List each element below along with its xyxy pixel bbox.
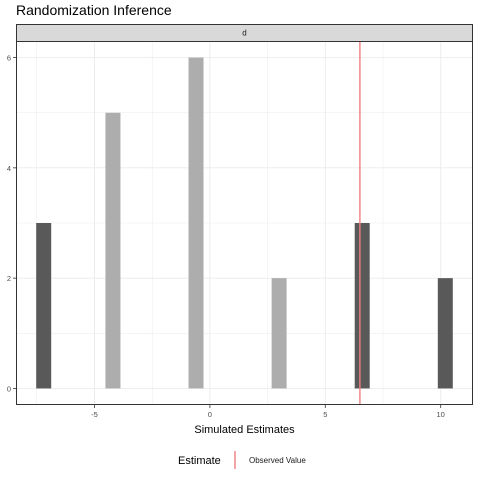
legend-entries: Observed Value bbox=[234, 451, 306, 469]
y-tick-label: 2 bbox=[7, 274, 11, 283]
x-tick-label: 5 bbox=[323, 410, 327, 419]
y-tick-label: 0 bbox=[7, 384, 11, 393]
x-tick-label: 0 bbox=[208, 410, 212, 419]
histogram-bar bbox=[354, 223, 370, 389]
histogram-bar bbox=[105, 112, 121, 389]
facet-strip-background bbox=[16, 24, 473, 42]
y-axis-ticks: 0 2 4 6 bbox=[7, 54, 16, 393]
histogram-bar bbox=[36, 223, 52, 389]
x-axis-ticks: -5 0 5 10 bbox=[91, 405, 445, 419]
legend: Estimate Observed Value bbox=[178, 451, 306, 469]
y-tick-label: 4 bbox=[7, 164, 11, 173]
grid-lines bbox=[16, 41, 473, 405]
y-tick-label: 6 bbox=[7, 54, 11, 63]
facet-strip-label: d bbox=[242, 29, 246, 38]
facet-strip: d bbox=[16, 24, 473, 42]
histogram-bar bbox=[437, 278, 453, 389]
x-tick-label: -5 bbox=[91, 410, 98, 419]
chart-title: Randomization Inference bbox=[16, 2, 172, 18]
x-axis-title: Simulated Estimates bbox=[194, 424, 295, 436]
histogram-bar bbox=[188, 57, 204, 389]
legend-label: Observed Value bbox=[249, 456, 306, 465]
histogram-bar bbox=[271, 278, 287, 389]
plot-panel bbox=[16, 41, 473, 405]
x-tick-label: 10 bbox=[437, 410, 445, 419]
legend-title: Estimate bbox=[178, 455, 221, 467]
bars bbox=[36, 57, 453, 389]
